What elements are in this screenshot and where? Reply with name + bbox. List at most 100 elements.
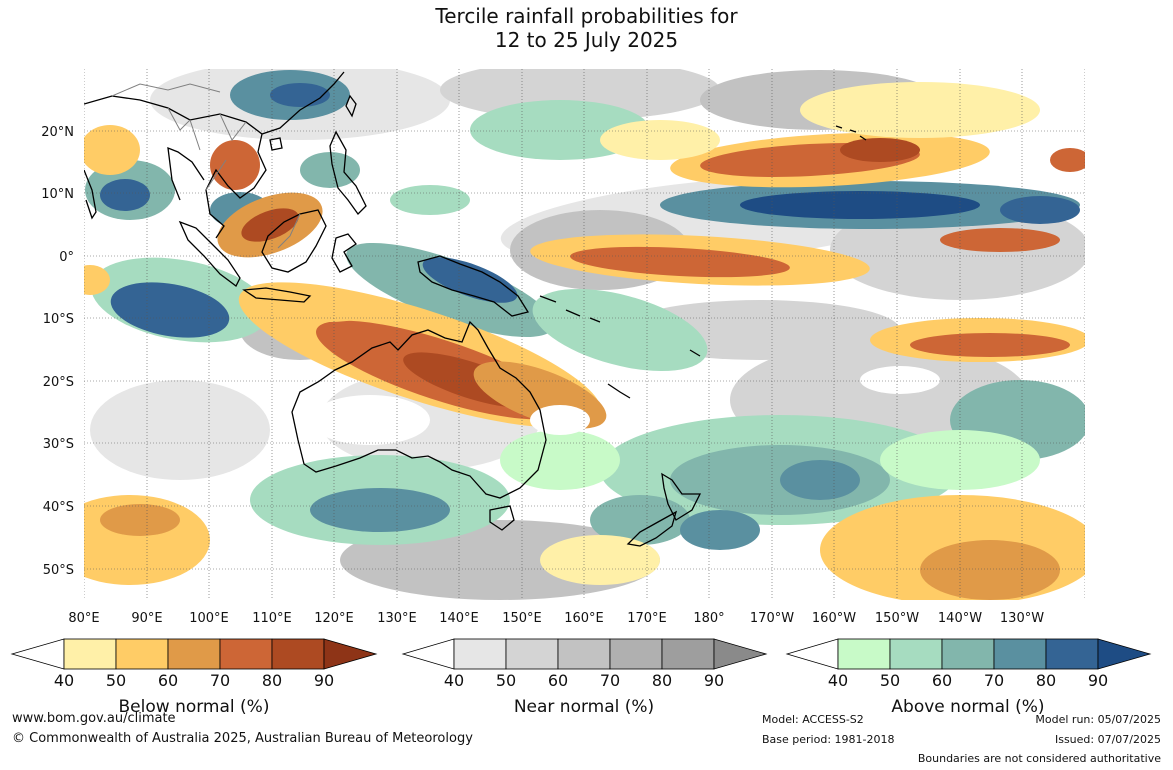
colorbar-tick-label: 50 [880, 671, 900, 690]
longitude-labels: 80°E 90°E 100°E 110°E 120°E 130°E 140°E 150°E 16… [68, 611, 1044, 626]
colorbar-segment [1045, 638, 1099, 670]
probability-fields [84, 69, 1085, 600]
new-zealand-north-coastline [661, 472, 702, 521]
colorbar-tick-label: 60 [932, 671, 952, 690]
sulawesi-coastline [331, 233, 357, 273]
india-coastline [84, 169, 97, 220]
below-normal-area [1050, 148, 1085, 172]
latitude-labels: 20°N 10°N 0° 10°S 20°S 30°S 40°S 50°S [41, 125, 74, 578]
longitude-label: 180° [693, 611, 724, 626]
colorbar-tick-label: 80 [652, 671, 672, 690]
below-normal-area [600, 120, 720, 160]
below-normal-area [290, 298, 370, 322]
latitude-label: 0° [59, 250, 74, 265]
longitude-label: 120°E [314, 611, 354, 626]
above-normal-area [310, 488, 450, 532]
colorbar-tick-label: 80 [1036, 671, 1056, 690]
colorbar-title: Below normal (%) [119, 697, 270, 717]
above-normal-area [110, 282, 230, 338]
colorbar-segment [661, 638, 715, 670]
colorbar-segment [115, 638, 169, 670]
longitude-label: 170°E [627, 611, 667, 626]
colorbar-lower-extend [401, 638, 455, 670]
below-normal-area [84, 125, 140, 175]
title-line-2: 12 to 25 July 2025 [494, 28, 679, 52]
graticule [84, 69, 1085, 600]
colorbar-segment [271, 638, 325, 670]
latitude-label: 10°N [41, 187, 74, 202]
colorbar-tick-label: 50 [106, 671, 126, 690]
below-normal-area [540, 535, 660, 585]
below-normal-area [840, 138, 920, 162]
mainland-borders [111, 83, 247, 191]
colorbar-tick-label: 50 [496, 671, 516, 690]
below-normal-area [940, 228, 1060, 252]
latitude-label: 10°S [43, 312, 74, 327]
near-normal-area [90, 380, 270, 480]
above-normal-area [346, 242, 554, 338]
above-normal-area [740, 191, 980, 219]
colorbar-near: 40 50 60 70 80 90 Near normal (%) [401, 638, 768, 717]
colorbars: 40 50 60 70 80 90 Below normal (%) 40 50 60 70 80 90… [10, 638, 1152, 717]
longitude-label: 140°E [439, 611, 479, 626]
longitude-label: 140°W [938, 611, 982, 626]
website-text: www.bom.gov.au/climate [12, 711, 176, 726]
new-zealand-south-coastline [626, 510, 678, 547]
colorbar-tick-label: 80 [262, 671, 282, 690]
colorbar-title: Near normal (%) [514, 697, 654, 717]
below-normal-area [241, 208, 299, 242]
map-title: Tercile rainfall probabilities for 12 to… [0, 4, 1173, 52]
colorbar-segment [837, 638, 891, 670]
longitude-label: 80°E [68, 611, 99, 626]
longitude-label: 150°E [502, 611, 542, 626]
latitude-label: 30°S [43, 437, 74, 452]
longitude-label: 150°W [875, 611, 919, 626]
longitude-label: 90°E [131, 611, 162, 626]
colorbar-tick-label: 60 [548, 671, 568, 690]
country-borders [111, 83, 301, 249]
above-normal-area [100, 179, 150, 211]
above-normal-area [300, 152, 360, 188]
latitude-label: 20°S [43, 375, 74, 390]
above-normal-area [1000, 196, 1080, 224]
colorbar-title: Above normal (%) [891, 697, 1044, 717]
below-normal-area [100, 504, 180, 536]
colorbar-above: 40 50 60 70 80 90 Above normal (%) [785, 638, 1152, 717]
longitude-label: 130°E [377, 611, 417, 626]
philippines-coastline [329, 130, 367, 216]
colorbar-segment [505, 638, 559, 670]
colorbar-segment [167, 638, 221, 670]
above-normal-area [532, 288, 708, 372]
below-normal-area [920, 540, 1060, 600]
colorbar-upper-extend [713, 638, 768, 670]
fiji-coastline [689, 349, 701, 357]
boundaries-note: Boundaries are not considered authoritat… [917, 752, 1161, 765]
colorbar-tick-label: 40 [828, 671, 848, 690]
copyright-text: © Commonwealth of Australia 2025, Austra… [12, 731, 473, 746]
coastlines [84, 71, 867, 547]
colorbar-segment [609, 638, 663, 670]
longitude-label: 160°E [564, 611, 604, 626]
above-normal-area [422, 257, 518, 303]
hawaii-coastline [835, 125, 867, 141]
below-normal-area [570, 246, 790, 278]
colorbar-tick-label: 90 [314, 671, 334, 690]
colorbar-tick-label: 70 [210, 671, 230, 690]
colorbar-segment [557, 638, 611, 670]
colorbar-upper-extend [1097, 638, 1152, 670]
colorbar-tick-label: 90 [1088, 671, 1108, 690]
longitude-label: 100°E [189, 611, 229, 626]
colorbar-lower-extend [10, 638, 65, 670]
java-coastline [242, 287, 312, 303]
below-normal-area [910, 333, 1070, 357]
sumatra-coastline [178, 220, 241, 287]
hainan-coastline [269, 137, 283, 151]
colorbar-segment [453, 638, 507, 670]
above-normal-area [680, 510, 760, 550]
borneo-border [277, 213, 301, 249]
latitude-label: 50°S [43, 563, 74, 578]
new-guinea-coastline [417, 255, 530, 317]
colorbar-tick-label: 70 [984, 671, 1004, 690]
colorbar-segment [63, 638, 117, 670]
longitude-label: 160°W [812, 611, 856, 626]
